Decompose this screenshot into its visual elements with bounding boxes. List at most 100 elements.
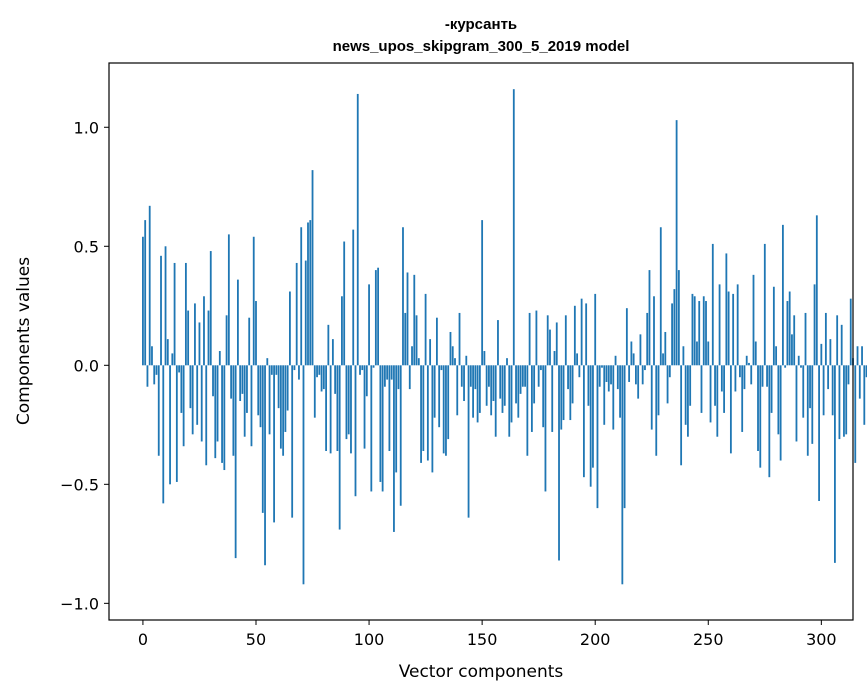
bar-313 xyxy=(849,298,852,366)
bar-312 xyxy=(847,365,850,385)
bar-282 xyxy=(779,365,782,461)
bar-175 xyxy=(537,365,540,387)
bar-294 xyxy=(806,365,809,456)
bar-236 xyxy=(675,120,678,366)
bar-238 xyxy=(680,365,683,466)
bar-23 xyxy=(194,303,196,366)
bar-85 xyxy=(334,365,337,394)
bar-76 xyxy=(313,365,316,418)
bar-208 xyxy=(612,365,615,430)
bar-56 xyxy=(268,365,271,435)
bar-296 xyxy=(811,365,814,444)
bar-206 xyxy=(607,365,610,392)
bar-162 xyxy=(508,365,511,437)
bar-305 xyxy=(831,365,834,416)
bar-318 xyxy=(861,346,863,366)
bar-8 xyxy=(160,255,162,366)
bar-9 xyxy=(162,365,165,504)
bar-271 xyxy=(754,341,757,366)
bar-229 xyxy=(659,227,662,366)
bar-209 xyxy=(614,355,617,366)
bar-100 xyxy=(368,284,370,366)
bar-139 xyxy=(456,365,459,416)
bar-66 xyxy=(291,365,294,518)
bar-150 xyxy=(481,220,484,366)
bar-140 xyxy=(458,312,461,366)
x-tick-label: 0 xyxy=(138,630,148,649)
bar-317 xyxy=(858,365,861,399)
bar-216 xyxy=(630,341,633,366)
bar-320 xyxy=(865,365,867,378)
bar-60 xyxy=(277,365,280,409)
y-axis-label: Components values xyxy=(14,257,34,425)
bar-19 xyxy=(184,262,187,366)
bar-196 xyxy=(585,303,588,366)
bar-120 xyxy=(413,274,416,366)
bar-63 xyxy=(284,365,287,432)
bar-101 xyxy=(370,365,373,492)
bar-1 xyxy=(144,220,147,366)
bar-291 xyxy=(800,365,802,368)
x-tick-label: 50 xyxy=(246,630,266,649)
bar-193 xyxy=(578,365,581,378)
bar-276 xyxy=(766,365,768,387)
bar-177 xyxy=(542,365,545,428)
bar-116 xyxy=(404,312,407,366)
bar-74 xyxy=(309,220,312,366)
bar-274 xyxy=(761,365,764,387)
bar-200 xyxy=(594,293,597,366)
bar-10 xyxy=(164,246,167,366)
bar-93 xyxy=(352,229,355,366)
bar-202 xyxy=(598,365,601,387)
bar-111 xyxy=(393,365,395,532)
bar-151 xyxy=(483,351,486,366)
bar-13 xyxy=(171,353,174,366)
bar-279 xyxy=(772,286,775,366)
bar-144 xyxy=(467,365,470,518)
bar-87 xyxy=(338,365,341,530)
bar-78 xyxy=(318,365,321,375)
bar-130 xyxy=(435,317,438,366)
bar-264 xyxy=(739,365,741,378)
x-tick-label: 200 xyxy=(580,630,611,649)
bar-174 xyxy=(535,310,538,366)
bar-51 xyxy=(257,365,260,416)
bar-11 xyxy=(166,339,169,366)
bar-102 xyxy=(372,365,375,368)
bar-222 xyxy=(644,365,646,371)
bar-40 xyxy=(232,365,235,456)
bar-28 xyxy=(205,365,208,466)
bar-121 xyxy=(415,315,418,366)
bar-316 xyxy=(856,346,859,366)
bar-126 xyxy=(426,365,429,461)
bar-219 xyxy=(637,365,640,399)
bar-89 xyxy=(343,241,346,366)
bar-61 xyxy=(279,365,282,449)
bar-77 xyxy=(316,365,318,378)
bar-189 xyxy=(569,365,572,421)
bar-16 xyxy=(178,365,181,373)
bar-217 xyxy=(632,353,635,366)
bar-142 xyxy=(463,365,465,402)
bar-251 xyxy=(709,365,712,423)
bar-158 xyxy=(499,365,502,399)
bar-242 xyxy=(689,365,692,406)
bar-197 xyxy=(587,365,590,406)
x-tick-label: 300 xyxy=(806,630,837,649)
bar-70 xyxy=(300,227,303,366)
bar-252 xyxy=(711,243,714,366)
bar-97 xyxy=(361,365,364,371)
bar-306 xyxy=(834,365,836,563)
bar-214 xyxy=(625,308,628,366)
bar-107 xyxy=(383,365,386,387)
y-tick-label: 0.5 xyxy=(74,237,99,256)
bar-268 xyxy=(748,362,750,366)
bar-73 xyxy=(307,222,309,366)
bar-62 xyxy=(282,365,285,456)
bar-4 xyxy=(151,346,153,366)
bar-237 xyxy=(677,270,680,366)
bar-309 xyxy=(840,324,843,366)
bar-253 xyxy=(714,365,716,406)
bar-183 xyxy=(555,322,558,366)
bar-30 xyxy=(209,251,212,366)
